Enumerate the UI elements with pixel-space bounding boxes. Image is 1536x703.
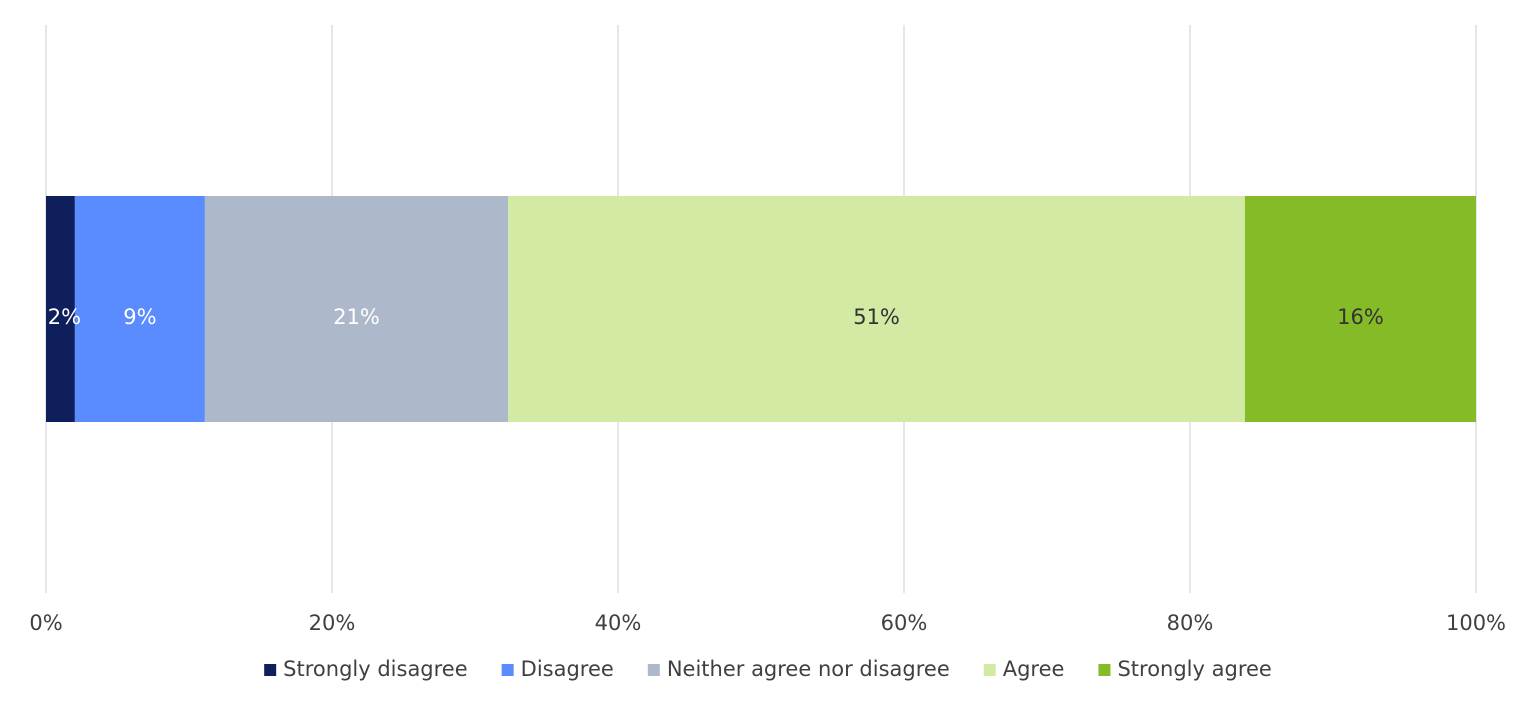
x-tick-label-2: 40% (595, 611, 642, 635)
x-tick-label-4: 80% (1167, 611, 1214, 635)
legend-swatch-agree (983, 664, 996, 676)
legend-label-disagree: Disagree (521, 657, 614, 681)
legend-label-neither-agree-nor-disagree: Neither agree nor disagree (667, 657, 950, 681)
bar-segment-neither-agree-nor-disagree (204, 196, 509, 422)
x-axis-tick-labels: 0% 20% 40% 60% 80% 100% (29, 611, 1506, 635)
legend-item-strongly-agree: Strongly agree (1098, 657, 1272, 681)
legend: Strongly disagree Disagree Neither agree n… (264, 657, 1272, 681)
legend-item-strongly-disagree: Strongly disagree (264, 657, 468, 681)
legend-item-neither-agree-nor-disagree: Neither agree nor disagree (647, 657, 950, 681)
legend-swatch-strongly-disagree (264, 664, 277, 676)
data-labels: 2% 9% 21% 51% 16% (48, 305, 1384, 329)
legend-item-agree: Agree (983, 657, 1065, 681)
bar-segment-strongly-disagree (46, 196, 75, 422)
bar-segments (46, 196, 1476, 422)
x-tick-label-3: 60% (881, 611, 928, 635)
data-label-strongly-agree: 16% (1337, 305, 1384, 329)
legend-swatch-disagree (501, 664, 514, 676)
data-label-disagree: 9% (123, 305, 156, 329)
x-tick-label-1: 20% (309, 611, 356, 635)
data-label-neither-agree-nor-disagree: 21% (333, 305, 380, 329)
bar-segment-disagree (74, 196, 205, 422)
data-label-agree: 51% (853, 305, 900, 329)
bar-segment-agree (508, 196, 1245, 422)
legend-swatch-strongly-agree (1098, 664, 1111, 676)
legend-label-agree: Agree (1003, 657, 1065, 681)
bar-segment-strongly-agree (1244, 196, 1476, 422)
data-label-strongly-disagree: 2% (48, 305, 81, 329)
x-tick-label-0: 0% (29, 611, 62, 635)
x-tick-label-5: 100% (1446, 611, 1506, 635)
legend-label-strongly-agree: Strongly agree (1117, 657, 1271, 681)
legend-label-strongly-disagree: Strongly disagree (283, 657, 467, 681)
legend-swatch-neither-agree-nor-disagree (647, 664, 660, 676)
legend-item-disagree: Disagree (501, 657, 614, 681)
